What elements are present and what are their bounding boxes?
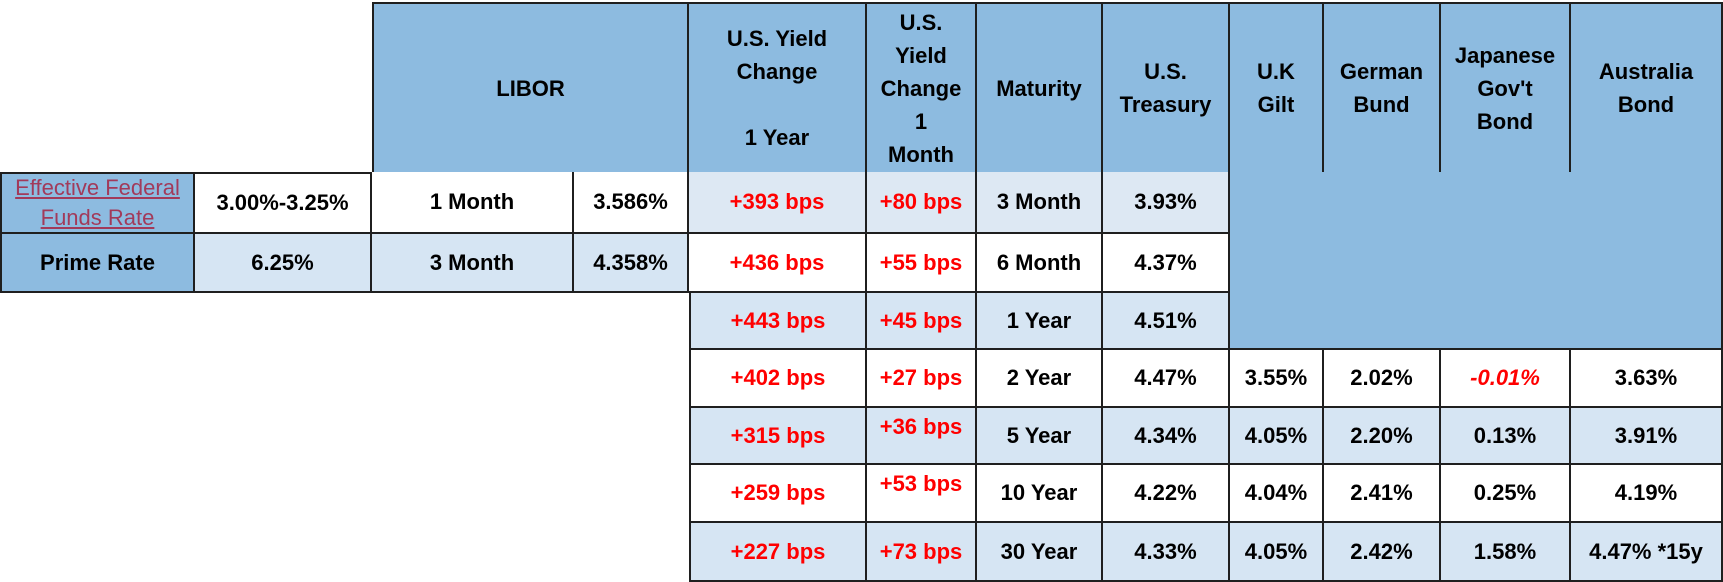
header-maturity: Maturity — [977, 2, 1103, 174]
yield-change-1y: +436 bps — [689, 234, 867, 293]
yield-change-1y: +443 bps — [689, 293, 867, 350]
libor-term: 1 Month — [372, 172, 574, 234]
us-treasury-yield: 4.34% — [1103, 408, 1230, 465]
japanese-bond-yield: 1.58% — [1441, 523, 1571, 582]
german-bund-yield: 2.42% — [1324, 523, 1441, 582]
yield-change-1m: +80 bps — [867, 172, 977, 234]
yield-change-1m: +73 bps — [867, 523, 977, 582]
prime-rate-value: 6.25% — [195, 234, 372, 293]
header-libor-label: LIBOR — [496, 75, 565, 101]
fed-funds-link[interactable]: Effective Federal Funds Rate — [15, 175, 180, 230]
uk-gilt-yield: 3.55% — [1230, 350, 1324, 408]
prime-rate-label: Prime Rate — [0, 234, 195, 293]
uk-gilt-yield: 4.05% — [1230, 408, 1324, 465]
libor-rate: 3.586% — [574, 172, 689, 234]
fed-funds-label-cell: Effective Federal Funds Rate — [0, 172, 195, 234]
libor-rate: 4.358% — [574, 234, 689, 293]
yield-change-1y: +315 bps — [689, 408, 867, 465]
header-yield-change-1m: U.S. Yield Change 1 Month — [867, 2, 977, 174]
us-treasury-yield: 4.22% — [1103, 465, 1230, 523]
maturity: 30 Year — [977, 523, 1103, 582]
maturity: 1 Year — [977, 293, 1103, 350]
us-treasury-yield: 4.51% — [1103, 293, 1230, 350]
us-treasury-yield: 4.47% — [1103, 350, 1230, 408]
header-libor: LIBOR — [372, 2, 689, 174]
us-treasury-yield: 4.33% — [1103, 523, 1230, 582]
german-bund-yield: 2.41% — [1324, 465, 1441, 523]
german-bund-yield: 2.02% — [1324, 350, 1441, 408]
maturity: 5 Year — [977, 408, 1103, 465]
us-treasury-yield: 4.37% — [1103, 234, 1230, 293]
japanese-bond-yield: -0.01% — [1441, 350, 1571, 408]
uk-gilt-yield: 4.05% — [1230, 523, 1324, 582]
japanese-bond-yield: 0.25% — [1441, 465, 1571, 523]
yield-change-1m: +27 bps — [867, 350, 977, 408]
japanese-bond-yield: 0.13% — [1441, 408, 1571, 465]
yield-change-1m: +53 bps — [867, 465, 977, 523]
yield-change-1y: +393 bps — [689, 172, 867, 234]
header-us-treasury: U.S. Treasury — [1103, 2, 1230, 174]
header-german-bund: German Bund — [1324, 2, 1441, 174]
yield-change-1y: +259 bps — [689, 465, 867, 523]
us-treasury-yield: 3.93% — [1103, 172, 1230, 234]
yield-change-1y: +402 bps — [689, 350, 867, 408]
yield-change-1m: +36 bps — [867, 408, 977, 465]
german-bund-yield: 2.20% — [1324, 408, 1441, 465]
australia-bond-yield: 4.47% *15y — [1571, 523, 1723, 582]
uk-gilt-yield: 4.04% — [1230, 465, 1324, 523]
fed-funds-value: 3.00%-3.25% — [195, 172, 372, 234]
header-japanese-bond: Japanese Gov't Bond — [1441, 2, 1571, 174]
australia-bond-yield: 3.63% — [1571, 350, 1723, 408]
foreign-bonds-empty-block — [1230, 172, 1723, 350]
maturity: 2 Year — [977, 350, 1103, 408]
maturity: 6 Month — [977, 234, 1103, 293]
yield-change-1y: +227 bps — [689, 523, 867, 582]
yield-change-1m: +45 bps — [867, 293, 977, 350]
yield-change-1m: +55 bps — [867, 234, 977, 293]
maturity: 10 Year — [977, 465, 1103, 523]
libor-term: 3 Month — [372, 234, 574, 293]
header-australia-bond: Australia Bond — [1571, 2, 1723, 174]
australia-bond-yield: 4.19% — [1571, 465, 1723, 523]
maturity: 3 Month — [977, 172, 1103, 234]
australia-bond-yield: 3.91% — [1571, 408, 1723, 465]
header-yield-change-1y: U.S. Yield Change 1 Year — [689, 2, 867, 174]
header-uk-gilt: U.K Gilt — [1230, 2, 1324, 174]
